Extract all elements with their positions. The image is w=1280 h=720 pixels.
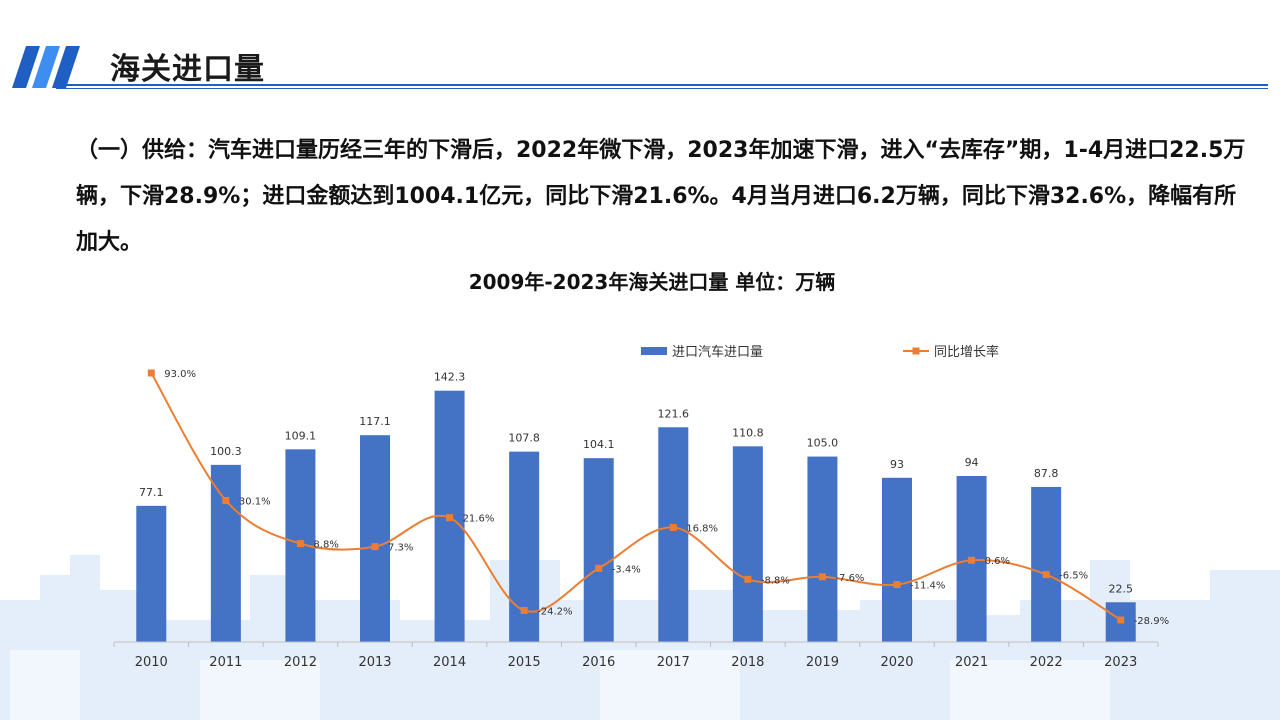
page-title: 海关进口量 [110,52,265,87]
summary-paragraph: （一）供给：汽车进口量历经三年的下滑后，2022年微下滑，2023年加速下滑，进… [76,138,1246,255]
bar-2013 [360,435,390,642]
bar-2018 [732,446,763,642]
bar-value-label-2020: 93 [890,458,904,471]
rate-value-label-2018: -8.8% [761,575,790,586]
rate-marker-2010 [147,369,155,377]
rate-value-label-2012: 8.8% [313,540,338,551]
bar-value-label-2013: 117.1 [359,415,391,428]
bar-value-label-2018: 110.8 [732,426,764,439]
bar-value-label-2023: 22.5 [1108,582,1133,595]
rate-marker-2017 [669,523,677,531]
rate-value-label-2020: -11.4% [910,581,945,592]
rate-value-label-2015: -24.2% [537,606,572,617]
rate-marker-2021 [968,556,976,564]
x-tick-label-2017: 2017 [657,655,690,670]
x-tick-label-2019: 2019 [806,655,839,670]
header-stripes-logo [12,46,80,88]
bar-2022 [1031,486,1062,642]
x-tick-label-2021: 2021 [955,655,988,670]
rate-marker-2019 [818,573,826,581]
x-tick-label-2020: 2020 [880,655,913,670]
bar-value-label-2015: 107.8 [508,432,540,445]
rate-value-label-2014: 21.6% [463,514,495,525]
rate-value-label-2010: 93.0% [164,369,196,380]
rate-value-label-2019: -7.6% [835,573,864,584]
rate-marker-2012 [296,540,304,548]
x-tick-label-2018: 2018 [731,655,764,670]
rate-marker-2011 [222,496,230,504]
bar-2016 [583,458,614,642]
rate-value-label-2016: -3.4% [612,564,641,575]
header-divider-thin [56,88,1268,89]
bar-value-label-2017: 121.6 [658,407,690,420]
rate-value-label-2017: 16.8% [686,523,718,534]
bar-2010 [136,505,167,642]
rate-marker-2016 [595,564,603,572]
chart-title: 2009年-2023年海关进口量 单位：万辆 [468,270,836,294]
bar-value-label-2011: 100.3 [210,445,242,458]
x-tick-label-2011: 2011 [209,655,242,670]
x-tick-label-2015: 2015 [508,655,541,670]
bar-value-label-2010: 77.1 [139,486,164,499]
bar-value-label-2012: 109.1 [285,429,317,442]
chart-legend: 进口汽车进口量 同比增长率 [641,344,999,360]
x-tick-label-2014: 2014 [433,655,466,670]
bar-value-label-2021: 94 [965,456,979,469]
rate-value-label-2023: -28.9% [1134,616,1169,627]
x-tick-label-2016: 2016 [582,655,615,670]
rate-value-label-2021: 0.6% [985,556,1010,567]
legend-bar-label: 进口汽车进口量 [672,344,763,360]
bar-value-label-2022: 87.8 [1034,467,1059,480]
rate-marker-2022 [1042,571,1050,579]
header-divider [56,84,1268,86]
rate-marker-2015 [520,606,528,614]
x-tick-label-2013: 2013 [358,655,391,670]
bar-value-label-2019: 105.0 [807,437,839,450]
x-tick-label-2010: 2010 [135,655,168,670]
rate-marker-2020 [893,581,901,589]
legend-line-label: 同比增长率 [934,344,999,360]
x-tick-label-2022: 2022 [1030,655,1063,670]
legend-line-marker [912,347,920,355]
bar-2017 [658,427,689,642]
rate-value-label-2011: 30.1% [239,496,271,507]
bar-value-label-2016: 104.1 [583,438,615,451]
x-tick-label-2012: 2012 [284,655,317,670]
rate-value-label-2022: -6.5% [1059,571,1088,582]
bar-value-label-2014: 142.3 [434,371,466,384]
bar-2020 [882,477,912,642]
rate-marker-2023 [1117,616,1125,624]
rate-value-label-2013: 7.3% [388,543,413,554]
bar-2019 [807,456,838,642]
bar-2011 [210,464,241,642]
rate-marker-2018 [744,575,752,583]
rate-marker-2014 [446,514,454,522]
x-tick-label-2023: 2023 [1104,655,1137,670]
legend-bar-swatch [641,347,667,355]
rate-marker-2013 [371,543,379,551]
